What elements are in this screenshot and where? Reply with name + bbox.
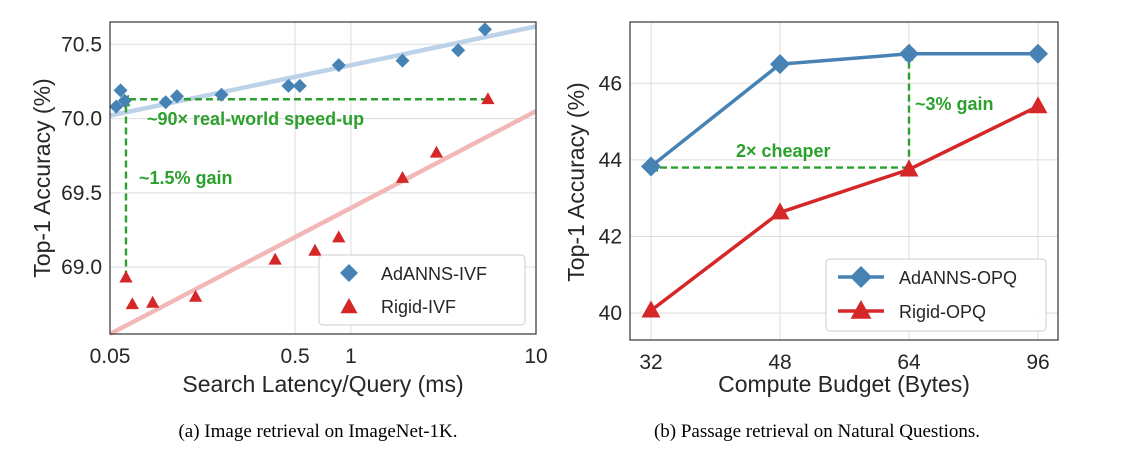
point-adanns-ivf — [113, 83, 128, 98]
point-adanns-ivf — [117, 93, 132, 108]
legend-label-rigid-opq: Rigid-OPQ — [899, 302, 986, 322]
panel-b-xlabel: Compute Budget (Bytes) — [718, 371, 970, 397]
panel-b-xtick-label: 48 — [768, 351, 791, 374]
legend-marker-rigid-opq — [838, 300, 884, 319]
point-rigid-ivf — [268, 252, 282, 265]
point-rigid-opq — [1028, 96, 1048, 114]
point-rigid-ivf — [395, 171, 410, 183]
point-adanns-ivf — [214, 87, 229, 102]
panel-b-ticks: 32 48 64 96 40 42 44 46 — [599, 72, 1050, 374]
legend-label-adanns-opq: AdANNS-OPQ — [899, 268, 1017, 288]
point-rigid-ivf — [188, 289, 203, 302]
panel-b-annotations — [649, 51, 914, 173]
panel-a-ylabel: Top-1 Accuracy (%) — [29, 78, 55, 277]
panel-b-legend: AdANNS-OPQ Rigid-OPQ — [825, 258, 1047, 332]
line-adanns-opq — [649, 52, 1038, 168]
point-rigid-ivf — [119, 270, 133, 283]
point-rigid-ivf — [308, 243, 322, 256]
point-adanns-opq — [770, 54, 790, 75]
legend-marker-adanns-opq — [838, 266, 884, 288]
panel-b-xtick-label: 96 — [1026, 351, 1049, 374]
point-rigid-ivf — [125, 297, 139, 310]
panel-a-frame — [109, 21, 537, 335]
panel-a-legend-box — [318, 254, 526, 326]
panel-b-cheaper-annotation: 2× cheaper — [736, 141, 831, 161]
panel-a: 0.05 0.5 1 10 69.0 69.5 70.0 70.5 Search Latenc… — [29, 21, 548, 442]
panel-b-xtick-label: 32 — [639, 351, 662, 374]
panel-b-ytick-label: 46 — [599, 72, 622, 95]
legend-label-rigid-ivf: Rigid-IVF — [381, 297, 456, 317]
point-rigid-opq — [899, 159, 919, 177]
point-rigid-opq — [641, 300, 661, 318]
panel-b-lines — [649, 52, 1039, 312]
point-adanns-ivf — [169, 89, 184, 104]
panel-b-ylabel: Top-1 Accuracy (%) — [563, 82, 589, 281]
point-adanns-ivf — [109, 99, 124, 114]
panel-a-annotations — [119, 94, 488, 278]
point-adanns-ivf — [477, 22, 492, 37]
point-rigid-ivf — [481, 92, 495, 105]
point-adanns-ivf — [292, 78, 307, 93]
point-adanns-opq — [1028, 43, 1048, 64]
panel-a-ticks: 0.05 0.5 1 10 69.0 69.5 70.0 70.5 — [61, 33, 548, 368]
point-adanns-ivf — [158, 95, 173, 110]
panel-a-legend: AdANNS-IVF Rigid-IVF — [318, 254, 526, 326]
legend-marker-adanns-ivf — [340, 264, 358, 282]
panel-a-xtick-label: 10 — [524, 345, 547, 368]
panel-b-caption: (b) Passage retrieval on Natural Questio… — [654, 421, 980, 442]
panel-a-ytick-label: 69.0 — [61, 256, 102, 279]
panel-b-ytick-label: 42 — [599, 226, 622, 249]
trendline-rigid-ivf — [108, 109, 538, 336]
point-adanns-ivf — [451, 43, 466, 58]
panel-a-speedup-annotation: ~90× real-world speed-up — [147, 109, 364, 129]
panel-a-xtick-label: 0.05 — [90, 345, 131, 368]
legend-symbol-rigid-ivf — [340, 298, 358, 314]
panel-a-ytick-label: 70.5 — [61, 33, 102, 56]
trendline-adanns-ivf — [109, 24, 537, 118]
panel-b-marks — [641, 43, 1048, 318]
point-rigid-ivf — [146, 295, 160, 308]
legend-symbol-rigid-opq — [850, 300, 872, 319]
legend-label-adanns-ivf: AdANNS-IVF — [381, 264, 487, 284]
panel-a-trendlines — [108, 24, 538, 336]
line-rigid-opq — [649, 104, 1039, 312]
legend-marker-rigid-ivf — [340, 298, 358, 314]
point-rigid-ivf — [429, 145, 444, 158]
panel-a-marks — [109, 22, 495, 310]
panel-a-caption: (a) Image retrieval on ImageNet-1K. — [178, 421, 457, 442]
point-adanns-opq — [641, 156, 661, 177]
panel-a-xtick-label: 1 — [345, 345, 357, 368]
legend-symbol-adanns-ivf — [340, 264, 358, 282]
point-adanns-ivf — [281, 78, 296, 93]
point-adanns-opq — [899, 43, 919, 64]
panel-a-xlabel: Search Latency/Query (ms) — [182, 371, 463, 397]
point-adanns-ivf — [331, 58, 346, 73]
legend-symbol-adanns-opq — [850, 266, 872, 288]
panel-a-gain-annotation: ~1.5% gain — [139, 168, 233, 188]
panel-a-xtick-label: 0.5 — [281, 345, 310, 368]
panel-b-xtick-label: 64 — [897, 351, 921, 374]
point-rigid-opq — [770, 202, 790, 220]
panel-b-ytick-label: 44 — [599, 149, 623, 172]
panel-a-ytick-label: 69.5 — [61, 182, 102, 205]
panel-b-ytick-label: 40 — [599, 302, 622, 325]
panel-a-ytick-label: 70.0 — [61, 108, 102, 131]
point-rigid-ivf — [332, 230, 346, 243]
panel-b-gain-annotation: ~3% gain — [915, 94, 994, 114]
panel-b-frame — [629, 21, 1059, 341]
point-adanns-ivf — [395, 53, 410, 68]
